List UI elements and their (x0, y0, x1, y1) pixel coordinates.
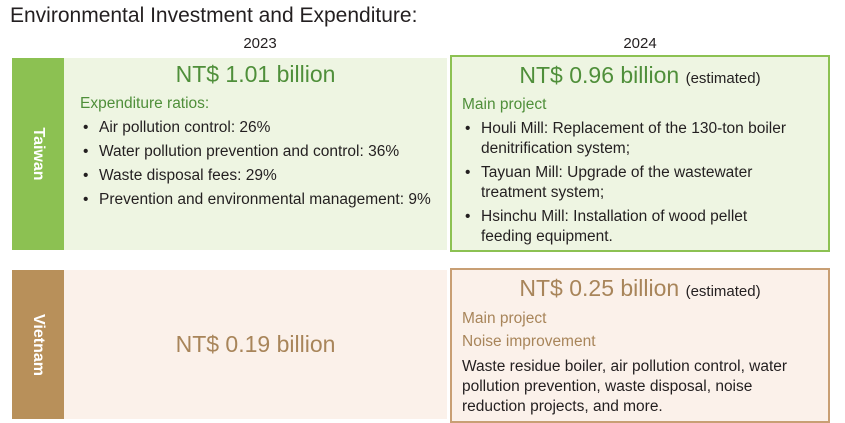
vietnam-2024-amount: NT$ 0.25 billion (519, 275, 680, 301)
list-item: Houli Mill: Replacement of the 130-ton b… (462, 119, 792, 159)
taiwan-2024-project-list: Houli Mill: Replacement of the 130-ton b… (462, 119, 792, 251)
vietnam-2023-panel: NT$ 0.19 billion (64, 270, 447, 419)
taiwan-2023-ratios-label: Expenditure ratios: (80, 95, 210, 112)
vietnam-side-label: Vietnam (12, 270, 64, 419)
taiwan-2024-amount: NT$ 0.96 billion (519, 62, 680, 88)
list-item: Hsinchu Mill: Installation of wood pelle… (462, 207, 792, 247)
vietnam-2024-amount-line: NT$ 0.25 billion (estimated) (452, 275, 828, 305)
taiwan-2023-amount: NT$ 1.01 billion (175, 61, 336, 87)
vietnam-2024-project-label: Main project (462, 310, 547, 327)
page-title: Environmental Investment and Expenditure… (10, 4, 418, 27)
taiwan-2024-estimated-note: (estimated) (685, 70, 761, 87)
vietnam-2024-estimated-note: (estimated) (685, 283, 761, 300)
vietnam-2024-project-sub: Noise improvement (462, 333, 596, 350)
vietnam-2023-amount: NT$ 0.19 billion (175, 331, 336, 357)
list-item: Waste disposal fees: 29% (80, 166, 445, 186)
taiwan-2024-project-label: Main project (462, 96, 547, 113)
taiwan-2024-amount-line: NT$ 0.96 billion (estimated) (452, 62, 828, 92)
taiwan-2023-panel: NT$ 1.01 billion Expenditure ratios: Air… (64, 58, 447, 250)
taiwan-2023-ratios-list: Air pollution control: 26% Water polluti… (80, 118, 445, 214)
year-header-2023: 2023 (243, 35, 277, 52)
vietnam-2024-panel: NT$ 0.25 billion (estimated) Main projec… (450, 268, 830, 423)
list-item: Tayuan Mill: Upgrade of the wastewater t… (462, 163, 792, 203)
year-header-2024: 2024 (623, 35, 657, 52)
taiwan-2024-panel: NT$ 0.96 billion (estimated) Main projec… (450, 55, 830, 252)
taiwan-label: Taiwan (30, 127, 47, 181)
list-item: Air pollution control: 26% (80, 118, 445, 138)
taiwan-side-label: Taiwan (12, 58, 64, 250)
vietnam-2024-description: Waste residue boiler, air pollution cont… (462, 358, 788, 415)
vietnam-label: Vietnam (30, 313, 47, 376)
list-item: Prevention and environmental management:… (80, 190, 445, 210)
list-item: Water pollution prevention and control: … (80, 142, 445, 162)
